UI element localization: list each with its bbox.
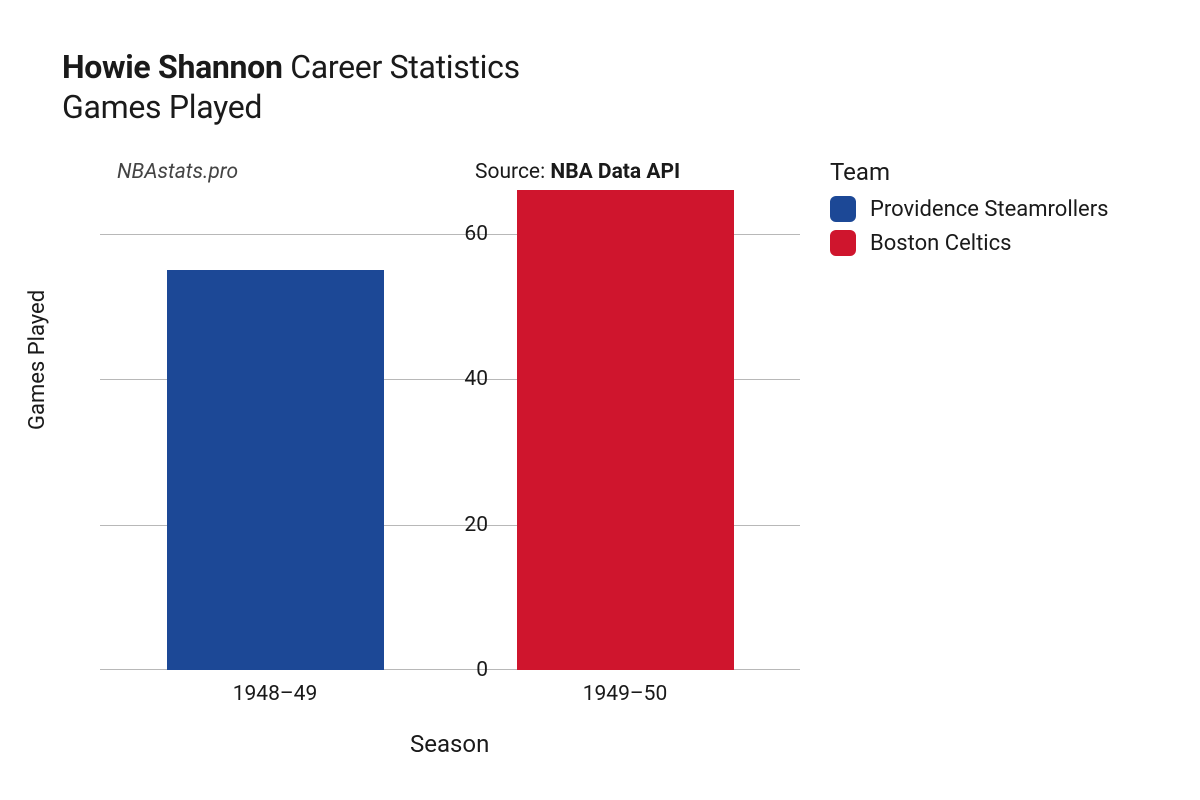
watermark-text: NBAstats.pro	[117, 160, 238, 184]
source-attribution: Source: NBA Data API	[475, 160, 680, 184]
x-tick-label: 1949–50	[583, 682, 668, 706]
legend-item: Boston Celtics	[830, 230, 1109, 256]
plot-inner	[100, 190, 800, 670]
y-tick-label: 0	[428, 658, 488, 682]
source-prefix: Source:	[475, 160, 550, 184]
legend: Team Providence Steamrollers Boston Celti…	[830, 158, 1109, 264]
source-name: NBA Data API	[550, 160, 680, 184]
chart-title-line2: Games Played	[62, 88, 520, 126]
legend-title: Team	[830, 158, 1109, 186]
x-axis-label: Season	[410, 730, 489, 758]
legend-label: Providence Steamrollers	[870, 197, 1109, 222]
chart-plot-area	[100, 190, 800, 670]
legend-swatch	[830, 196, 856, 222]
chart-title-line1: Howie Shannon Career Statistics	[62, 48, 520, 86]
y-tick-label: 60	[428, 222, 488, 246]
chart-title-block: Howie Shannon Career Statistics Games Pl…	[62, 48, 520, 126]
legend-item: Providence Steamrollers	[830, 196, 1109, 222]
bar	[517, 190, 734, 670]
title-suffix: Career Statistics	[290, 48, 520, 86]
legend-swatch	[830, 230, 856, 256]
y-axis-label: Games Played	[25, 290, 50, 430]
player-name: Howie Shannon	[62, 48, 283, 86]
y-tick-label: 20	[428, 513, 488, 537]
legend-label: Boston Celtics	[870, 231, 1012, 256]
bar	[167, 270, 384, 670]
y-tick-label: 40	[428, 367, 488, 391]
x-tick-label: 1948–49	[233, 682, 318, 706]
